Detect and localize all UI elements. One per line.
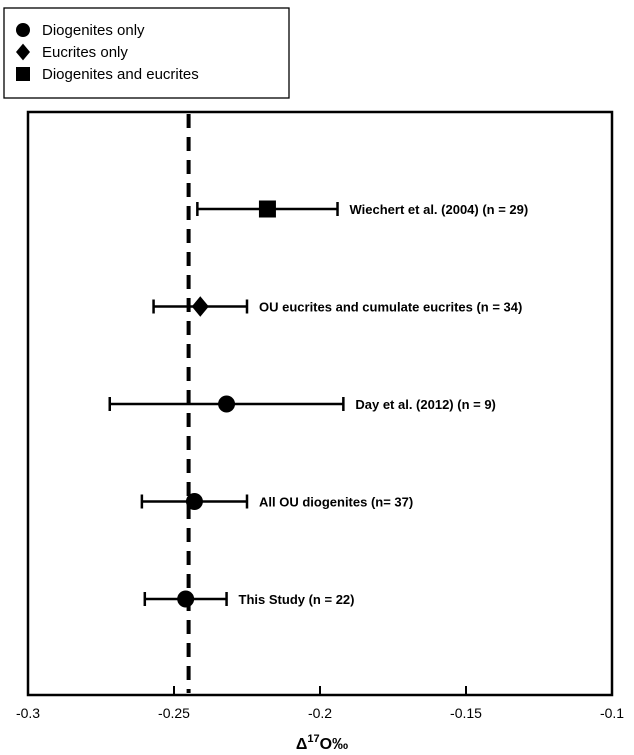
- data-point-label: Wiechert et al. (2004) (n = 29): [350, 202, 529, 217]
- data-point-label: This Study (n = 22): [239, 592, 355, 607]
- legend-box: [3, 7, 290, 99]
- data-point-circle: [177, 590, 195, 608]
- data-point-group: OU eucrites and cumulate eucrites (n = 3…: [152, 296, 522, 317]
- data-point-group: All OU diogenites (n= 37): [140, 493, 413, 510]
- legend: Diogenites only Eucrites only Diogenites a…: [3, 7, 290, 99]
- data-point-circle: [185, 493, 203, 510]
- x-axis-title: Δ17O‰: [296, 733, 348, 753]
- x-tick-label: -0.2: [308, 705, 332, 721]
- data-point-label: OU eucrites and cumulate eucrites (n = 3…: [259, 300, 522, 315]
- data-point-diamond: [191, 296, 209, 317]
- data-point-circle: [218, 395, 236, 413]
- data-point-label: All OU diogenites (n= 37): [259, 495, 413, 510]
- legend-label: Diogenites and eucrites: [42, 66, 199, 83]
- legend-diamond-icon: [16, 43, 30, 61]
- legend-circle-icon: [16, 23, 30, 37]
- data-point-group: This Study (n = 22): [143, 590, 355, 608]
- x-tick-label: -0.15: [450, 705, 482, 721]
- data-point-group: Wiechert et al. (2004) (n = 29): [196, 200, 529, 218]
- data-point-label: Day et al. (2012) (n = 9): [355, 397, 496, 412]
- legend-label: Diogenites only: [42, 22, 145, 39]
- data-point-square: [258, 200, 276, 218]
- legend-label: Eucrites only: [42, 44, 128, 61]
- x-tick-label: -0.3: [16, 705, 40, 721]
- data-point-group: Day et al. (2012) (n = 9): [108, 395, 496, 413]
- x-tick-label: -0.25: [158, 705, 190, 721]
- x-tick-label: -0.1: [600, 705, 624, 721]
- legend-square-icon: [16, 67, 30, 81]
